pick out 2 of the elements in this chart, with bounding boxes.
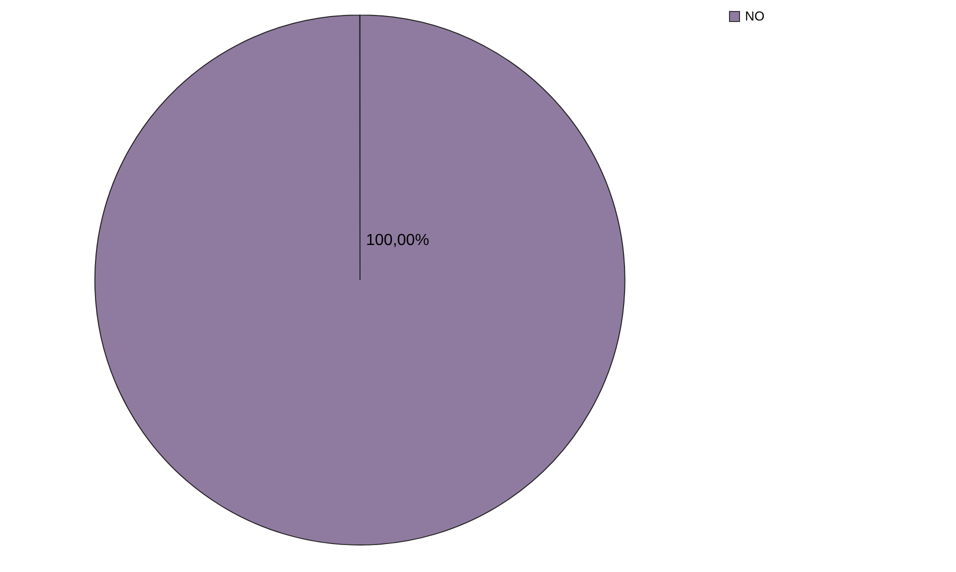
legend-label: NO <box>745 8 764 24</box>
data-label: 100,00% <box>366 232 430 249</box>
